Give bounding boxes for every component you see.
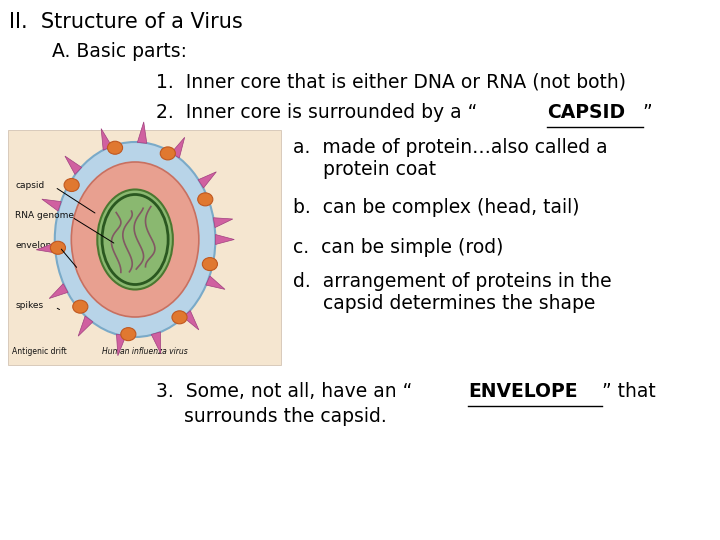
Text: envelope: envelope [15,240,57,249]
Ellipse shape [55,142,215,337]
Ellipse shape [50,241,66,254]
Polygon shape [171,137,184,158]
Ellipse shape [121,328,136,341]
Text: spikes: spikes [15,300,43,309]
Text: 2.  Inner core is surrounded by a “: 2. Inner core is surrounded by a “ [156,103,477,122]
Polygon shape [65,156,81,174]
Text: RNA genome: RNA genome [15,211,74,219]
Text: a.  made of protein…also called a: a. made of protein…also called a [293,138,608,157]
Polygon shape [117,334,126,356]
Polygon shape [78,316,93,336]
Ellipse shape [198,193,213,206]
Text: II.  Structure of a Virus: II. Structure of a Virus [9,12,243,32]
Polygon shape [206,276,225,289]
Text: Human influenza virus: Human influenza virus [102,347,188,356]
Ellipse shape [107,141,122,154]
Text: b.  can be complex (head, tail): b. can be complex (head, tail) [293,198,580,217]
Ellipse shape [202,258,217,271]
Polygon shape [101,129,112,150]
Polygon shape [49,284,68,299]
Text: c.  can be simple (rod): c. can be simple (rod) [293,238,503,257]
Text: ENVELOPE: ENVELOPE [468,382,577,401]
Polygon shape [215,234,234,245]
Text: d.  arrangement of proteins in the: d. arrangement of proteins in the [293,272,611,291]
Text: 3.  Some, not all, have an “: 3. Some, not all, have an “ [156,382,412,401]
Polygon shape [213,218,233,227]
Text: A. Basic parts:: A. Basic parts: [52,42,187,61]
Ellipse shape [73,300,88,313]
Text: CAPSID: CAPSID [547,103,626,122]
Text: protein coat: protein coat [293,160,436,179]
Ellipse shape [161,147,176,160]
Polygon shape [36,243,55,253]
Polygon shape [138,122,147,143]
FancyBboxPatch shape [7,130,282,365]
Text: capsid: capsid [15,180,45,190]
Text: Antigenic drift: Antigenic drift [12,347,67,356]
Polygon shape [151,332,161,354]
Text: ” that: ” that [602,382,655,401]
Polygon shape [198,172,216,188]
Ellipse shape [71,162,199,317]
Ellipse shape [64,179,79,192]
Text: capsid determines the shape: capsid determines the shape [293,294,595,313]
Ellipse shape [172,311,187,324]
Polygon shape [183,310,199,330]
Ellipse shape [97,190,173,289]
Text: surrounds the capsid.: surrounds the capsid. [184,407,387,426]
Polygon shape [42,199,61,211]
Text: 1.  Inner core that is either DNA or RNA (not both): 1. Inner core that is either DNA or RNA … [156,73,626,92]
Text: ”: ” [643,103,652,122]
